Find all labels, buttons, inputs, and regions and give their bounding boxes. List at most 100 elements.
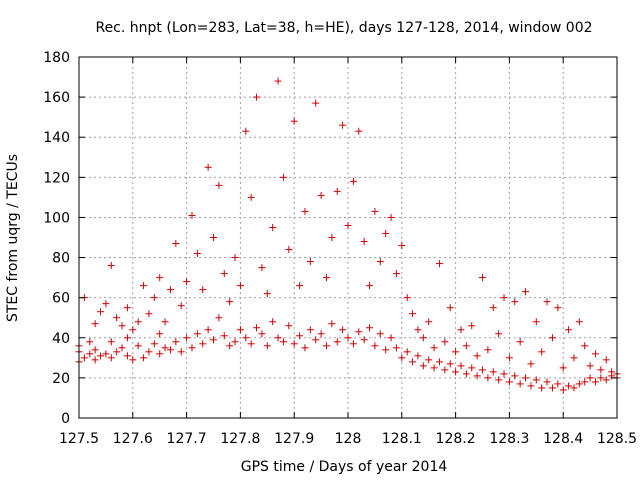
data-point <box>376 258 384 266</box>
data-point <box>123 352 131 360</box>
data-point <box>177 348 185 356</box>
y-tick-label: 60 <box>52 291 70 307</box>
data-point <box>333 187 341 195</box>
data-point <box>129 326 137 334</box>
x-tick-label: 128.3 <box>489 431 529 447</box>
x-tick-label: 127.8 <box>220 431 260 447</box>
data-point <box>231 338 239 346</box>
data-point <box>183 278 191 286</box>
data-point <box>355 127 363 135</box>
data-point <box>602 376 610 384</box>
data-point <box>376 330 384 338</box>
data-point <box>360 238 368 246</box>
data-point <box>156 350 164 358</box>
data-point <box>215 314 223 322</box>
data-point <box>543 378 551 386</box>
data-point <box>301 344 309 352</box>
data-point <box>204 163 212 171</box>
y-tick-label: 40 <box>52 331 70 347</box>
data-point <box>489 368 497 376</box>
data-point <box>145 310 153 318</box>
data-point <box>371 342 379 350</box>
data-point <box>166 286 174 294</box>
data-point <box>462 342 470 350</box>
data-point <box>183 334 191 342</box>
data-point <box>263 290 271 298</box>
data-point <box>452 368 460 376</box>
x-tick-label: 127.7 <box>167 431 207 447</box>
data-point <box>414 352 422 360</box>
data-point <box>236 282 244 290</box>
data-point <box>366 282 374 290</box>
data-point <box>409 310 417 318</box>
data-point <box>86 338 94 346</box>
data-point <box>511 298 519 306</box>
data-point <box>91 320 99 328</box>
y-tick-label: 140 <box>43 130 70 146</box>
data-point <box>253 324 261 332</box>
data-point <box>392 270 400 278</box>
data-point <box>581 342 589 350</box>
data-point <box>516 380 524 388</box>
x-axis-label: GPS time / Days of year 2014 <box>241 459 448 475</box>
data-point <box>247 193 255 201</box>
data-point <box>468 322 476 330</box>
x-tick-label: 128 <box>335 431 362 447</box>
x-tick-label: 128.2 <box>436 431 476 447</box>
data-point <box>118 322 126 330</box>
data-point <box>387 334 395 342</box>
data-point <box>565 382 573 390</box>
data-point <box>430 344 438 352</box>
data-point <box>554 304 562 312</box>
data-point <box>398 354 406 362</box>
data-point <box>532 376 540 384</box>
data-point <box>425 356 433 364</box>
data-point <box>392 344 400 352</box>
data-point <box>570 384 578 392</box>
data-point <box>339 121 347 129</box>
y-tick-label: 120 <box>43 170 70 186</box>
data-point <box>419 334 427 342</box>
data-point <box>306 326 314 334</box>
data-point <box>97 308 105 316</box>
x-tick-label: 127.6 <box>113 431 153 447</box>
data-point <box>242 334 250 342</box>
data-point <box>349 340 357 348</box>
data-point <box>258 264 266 272</box>
data-point <box>328 234 336 241</box>
x-tick-label: 127.9 <box>274 431 314 447</box>
data-point <box>366 324 374 332</box>
data-point <box>457 362 465 370</box>
data-point <box>591 378 599 386</box>
data-point <box>107 354 115 362</box>
data-point <box>172 338 180 346</box>
x-tick-label: 128.4 <box>543 431 583 447</box>
data-point <box>473 352 481 360</box>
data-point <box>527 382 535 390</box>
data-point <box>339 326 347 334</box>
data-point <box>349 177 357 185</box>
data-point <box>409 358 417 366</box>
data-point <box>210 234 217 241</box>
data-point <box>188 344 196 352</box>
data-point <box>296 332 304 340</box>
y-tick-label: 0 <box>61 411 70 427</box>
axis-ticks: 0 20 40 60 80 100 120 140 160 180 127.5 127.6 127.7 1… <box>43 50 637 447</box>
data-point <box>285 322 293 330</box>
data-point <box>435 358 443 366</box>
data-point <box>527 360 535 368</box>
data-point <box>113 314 121 322</box>
data-point <box>586 374 594 382</box>
data-point <box>107 338 115 346</box>
data-point <box>91 346 99 354</box>
data-point <box>150 294 158 302</box>
data-point <box>102 350 110 358</box>
data-point <box>398 242 406 250</box>
data-point <box>279 173 287 181</box>
data-point <box>570 354 578 362</box>
data-point <box>548 334 556 342</box>
y-tick-label: 20 <box>52 371 70 387</box>
data-point <box>435 260 443 268</box>
data-point <box>457 326 465 334</box>
